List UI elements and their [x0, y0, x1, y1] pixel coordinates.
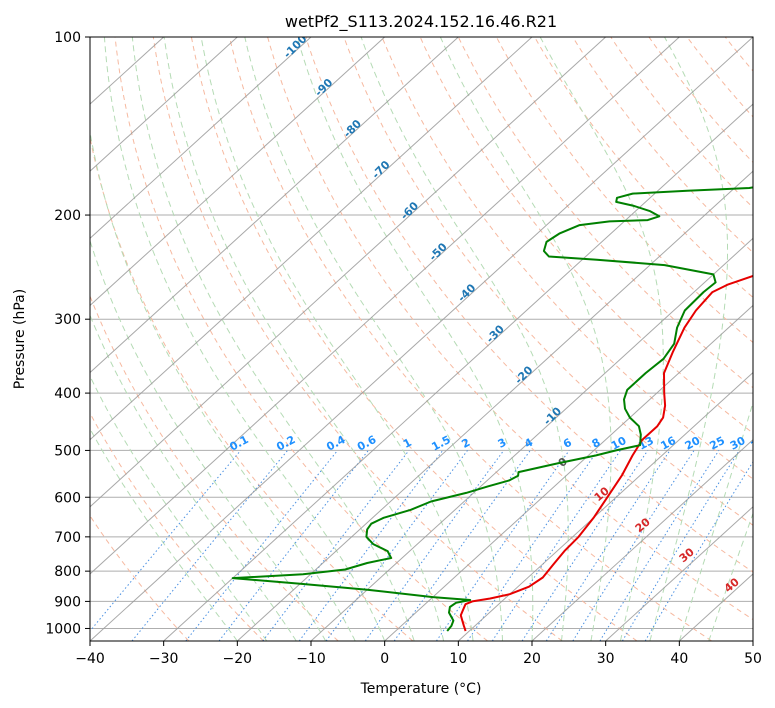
isotherm — [753, 37, 775, 641]
x-axis: −40 −30 −20 −10 0 10 20 30 40 50 — [75, 641, 762, 667]
x-tick-label: −10 — [296, 651, 326, 667]
y-tick-label: 400 — [54, 386, 81, 402]
x-tick-label: −30 — [149, 651, 179, 667]
y-axis: 1000 900 800 700 600 500 400 300 200 100 — [45, 30, 90, 637]
y-tick-label: 800 — [54, 564, 81, 580]
y-tick-label: 200 — [54, 208, 81, 224]
x-tick-label: −20 — [223, 651, 253, 667]
x-axis-title: Temperature (°C) — [360, 681, 482, 697]
y-axis-title: Pressure (hPa) — [12, 289, 28, 389]
x-tick-label: 50 — [744, 651, 762, 667]
x-tick-label: 10 — [449, 651, 467, 667]
x-tick-label: 30 — [597, 651, 615, 667]
dry-adiabat — [763, 37, 775, 641]
x-tick-label: −40 — [75, 651, 105, 667]
y-tick-label: 700 — [54, 530, 81, 546]
y-tick-label: 900 — [54, 594, 81, 610]
y-tick-label: 500 — [54, 443, 81, 459]
y-tick-label: 600 — [54, 490, 81, 506]
y-tick-label: 1000 — [45, 621, 81, 637]
y-tick-label: 100 — [54, 30, 81, 46]
chart-title: wetPf2_S113.2024.152.16.46.R21 — [285, 12, 557, 32]
y-tick-label: 300 — [54, 312, 81, 328]
x-tick-label: 0 — [380, 651, 389, 667]
x-tick-label: 40 — [670, 651, 688, 667]
x-tick-label: 20 — [523, 651, 541, 667]
